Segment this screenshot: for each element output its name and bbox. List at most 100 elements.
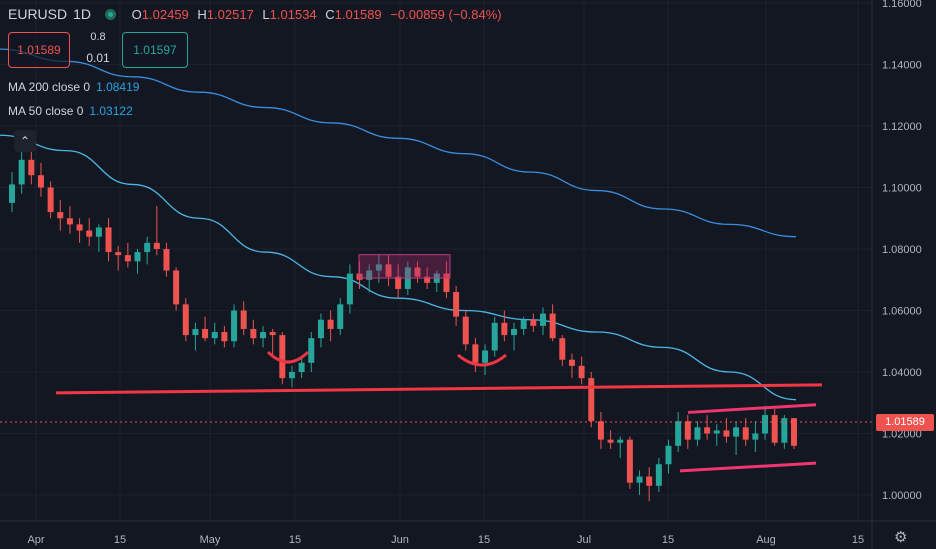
candle[interactable] xyxy=(395,264,402,299)
candle[interactable] xyxy=(153,205,160,256)
price-tick-label: 1.02000 xyxy=(882,429,922,441)
double-bottom-arc-right[interactable] xyxy=(457,353,507,367)
candle[interactable] xyxy=(781,415,788,449)
candle[interactable] xyxy=(57,199,64,231)
candle[interactable] xyxy=(501,310,508,342)
candle[interactable] xyxy=(742,418,749,446)
candle[interactable] xyxy=(607,430,614,449)
candle[interactable] xyxy=(9,172,15,213)
candle[interactable] xyxy=(192,322,199,351)
ohlc-close: C1.01589 xyxy=(325,7,382,22)
candle[interactable] xyxy=(47,181,54,219)
candle[interactable] xyxy=(694,421,701,446)
candle[interactable] xyxy=(327,310,334,342)
candle[interactable] xyxy=(559,335,566,366)
resistance-rectangle[interactable] xyxy=(358,254,451,279)
candle[interactable] xyxy=(144,236,151,265)
symbol-name[interactable]: EURUSD xyxy=(8,6,68,22)
interval-label[interactable]: 1D xyxy=(73,6,92,22)
ma-50-legend[interactable]: MA 50 close 0 1.03122 xyxy=(8,104,133,118)
candle[interactable] xyxy=(279,332,286,385)
candle[interactable] xyxy=(568,353,575,379)
candle[interactable] xyxy=(66,205,73,234)
candle[interactable] xyxy=(675,411,682,452)
candle[interactable] xyxy=(472,338,479,372)
sell-button[interactable]: 1.01589 xyxy=(8,32,70,68)
ma-200-legend[interactable]: MA 200 close 0 1.08419 xyxy=(8,80,140,94)
candle[interactable] xyxy=(530,313,537,333)
candle[interactable] xyxy=(356,261,363,289)
candle[interactable] xyxy=(182,298,189,342)
candle[interactable] xyxy=(491,316,498,357)
candle[interactable] xyxy=(713,424,720,446)
candle[interactable] xyxy=(617,436,624,459)
candle[interactable] xyxy=(37,162,44,197)
candle[interactable] xyxy=(298,356,305,379)
candle[interactable] xyxy=(240,301,247,336)
support-trendline[interactable] xyxy=(55,383,823,395)
candle[interactable] xyxy=(163,242,170,277)
price-axis[interactable]: 1.16000 1.14000 1.12000 1.10000 1.08000 1.060… xyxy=(871,0,922,549)
candle[interactable] xyxy=(346,264,353,314)
candle[interactable] xyxy=(288,365,295,388)
price-tick-label: 1.00000 xyxy=(882,490,922,502)
candle[interactable] xyxy=(28,147,35,185)
candle[interactable] xyxy=(86,218,93,246)
candle[interactable] xyxy=(791,418,797,449)
candle[interactable] xyxy=(549,304,556,342)
spread-bottom: 0.01 xyxy=(86,51,110,65)
channel-lower-line[interactable] xyxy=(679,461,817,473)
time-axis[interactable]: Apr 15 May 15 Jun 15 Jul 15 Aug 15 xyxy=(0,520,936,546)
candle[interactable] xyxy=(18,150,25,194)
candle[interactable] xyxy=(752,421,759,452)
candle[interactable] xyxy=(76,218,83,243)
candle[interactable] xyxy=(337,298,344,336)
price-tick-label: 1.12000 xyxy=(882,121,922,133)
candle[interactable] xyxy=(202,316,209,342)
candle[interactable] xyxy=(231,304,238,348)
candle[interactable] xyxy=(539,307,546,336)
double-bottom-arc-left[interactable] xyxy=(266,350,310,364)
candle[interactable] xyxy=(260,325,267,348)
candle[interactable] xyxy=(385,255,392,286)
candle[interactable] xyxy=(626,436,633,489)
candle[interactable] xyxy=(733,421,740,456)
candle[interactable] xyxy=(134,249,141,274)
candle[interactable] xyxy=(597,411,604,449)
candle[interactable] xyxy=(520,316,527,336)
channel-upper-line[interactable] xyxy=(687,403,817,414)
drawing-tools[interactable] xyxy=(55,254,823,473)
buy-button[interactable]: 1.01597 xyxy=(122,32,188,68)
candle[interactable] xyxy=(588,372,595,428)
candle[interactable] xyxy=(453,285,460,326)
candle[interactable] xyxy=(414,261,421,283)
candle[interactable] xyxy=(124,242,131,268)
candle[interactable] xyxy=(211,322,218,345)
candle[interactable] xyxy=(95,224,102,253)
candle[interactable] xyxy=(482,344,489,376)
candle[interactable] xyxy=(665,439,672,474)
candle[interactable] xyxy=(250,319,257,345)
candle[interactable] xyxy=(636,470,643,495)
candle[interactable] xyxy=(762,405,769,440)
candle[interactable] xyxy=(115,245,122,271)
settings-gear-icon[interactable]: ⚙ xyxy=(894,529,908,546)
candle[interactable] xyxy=(173,267,180,311)
candle[interactable] xyxy=(462,310,469,351)
candle[interactable] xyxy=(646,467,653,502)
candle[interactable] xyxy=(684,415,691,449)
candle[interactable] xyxy=(771,408,778,446)
candle[interactable] xyxy=(578,356,585,385)
candle[interactable] xyxy=(221,325,228,348)
candle[interactable] xyxy=(443,261,450,299)
candle[interactable] xyxy=(308,332,315,372)
collapse-legend-icon[interactable]: ⌃ xyxy=(14,130,36,152)
candle[interactable] xyxy=(317,313,324,348)
candle[interactable] xyxy=(704,415,711,440)
candle[interactable] xyxy=(105,218,112,262)
candle[interactable] xyxy=(655,458,662,492)
candle[interactable] xyxy=(511,322,518,351)
candle[interactable] xyxy=(269,328,276,357)
candlesticks[interactable] xyxy=(9,147,797,502)
